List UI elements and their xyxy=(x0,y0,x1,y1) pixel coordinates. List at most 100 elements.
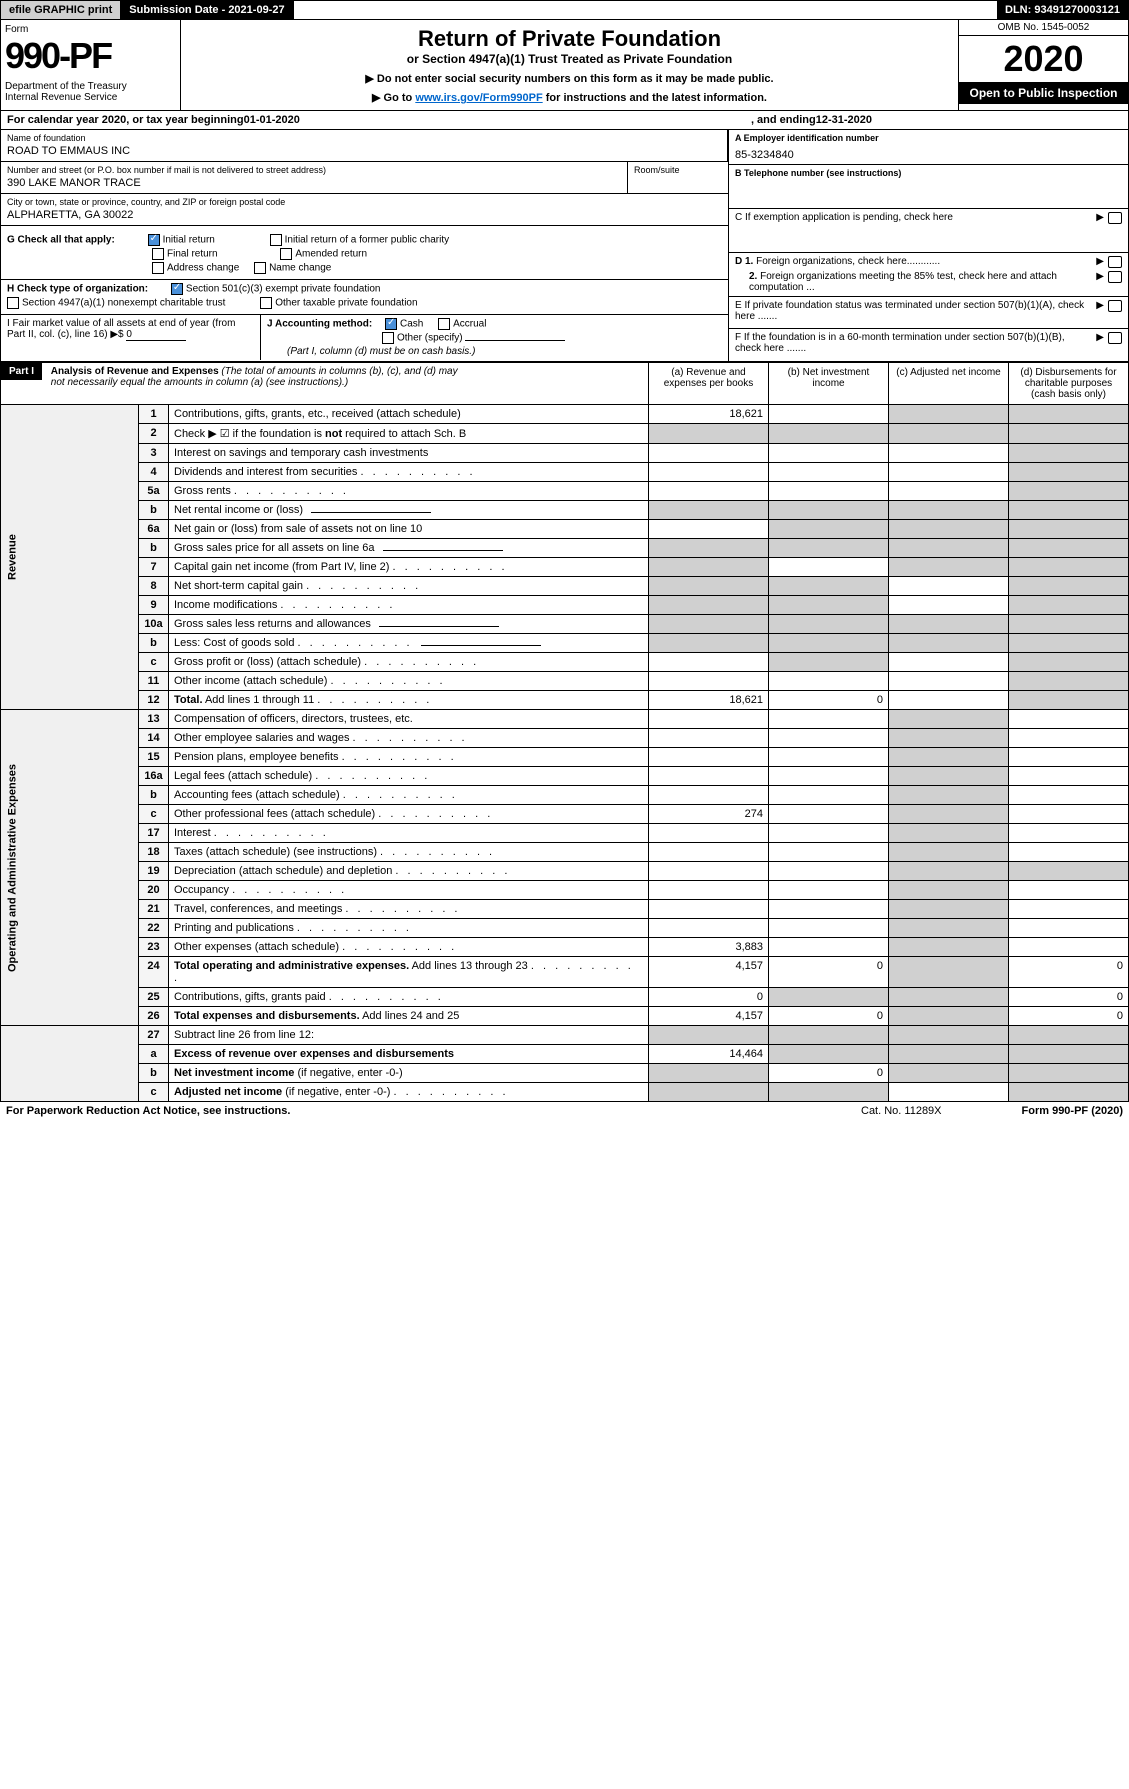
amount-cell xyxy=(1009,1026,1129,1045)
foreign-org-checkbox[interactable] xyxy=(1108,256,1122,268)
other-method-checkbox[interactable] xyxy=(382,332,394,344)
initial-return-checkbox[interactable] xyxy=(148,234,160,246)
amount-cell xyxy=(889,1064,1009,1083)
amount-cell xyxy=(1009,539,1129,558)
ein-label: A Employer identification number xyxy=(735,133,1122,143)
amount-cell xyxy=(889,1007,1009,1026)
amount-cell xyxy=(769,672,889,691)
table-row: 3Interest on savings and temporary cash … xyxy=(1,444,1129,463)
table-row: 7Capital gain net income (from Part IV, … xyxy=(1,558,1129,577)
table-row: 5aGross rents xyxy=(1,482,1129,501)
foreign-85-checkbox[interactable] xyxy=(1108,271,1122,283)
row-number: b xyxy=(139,786,169,805)
name-label: Name of foundation xyxy=(7,133,721,143)
exemption-pending-checkbox[interactable] xyxy=(1108,212,1122,224)
amount-cell xyxy=(1009,672,1129,691)
status-terminated-checkbox[interactable] xyxy=(1108,300,1122,312)
section-c: C If exemption application is pending, c… xyxy=(729,209,1128,253)
row-description: Other income (attach schedule) xyxy=(169,672,649,691)
row-number: 8 xyxy=(139,577,169,596)
table-row: 24Total operating and administrative exp… xyxy=(1,957,1129,988)
amount-cell: 4,157 xyxy=(649,957,769,988)
amount-cell xyxy=(649,710,769,729)
row-description: Pension plans, employee benefits xyxy=(169,748,649,767)
accrual-checkbox[interactable] xyxy=(438,318,450,330)
table-row: bGross sales price for all assets on lin… xyxy=(1,539,1129,558)
amount-cell xyxy=(889,919,1009,938)
row-number: 9 xyxy=(139,596,169,615)
row-description: Net investment income (if negative, ente… xyxy=(169,1064,649,1083)
cash-checkbox[interactable] xyxy=(385,318,397,330)
amount-cell xyxy=(649,520,769,539)
amount-cell xyxy=(889,729,1009,748)
col-b-header: (b) Net investment income xyxy=(769,363,889,405)
amount-cell xyxy=(769,634,889,653)
row-number: c xyxy=(139,1083,169,1102)
amount-cell xyxy=(649,463,769,482)
col-a-header: (a) Revenue and expenses per books xyxy=(649,363,769,405)
amount-cell xyxy=(1009,653,1129,672)
row-number: 14 xyxy=(139,729,169,748)
address-change-checkbox[interactable] xyxy=(152,262,164,274)
amount-cell: 0 xyxy=(1009,1007,1129,1026)
instruction-1: ▶ Do not enter social security numbers o… xyxy=(187,72,952,85)
amount-cell xyxy=(889,520,1009,539)
calendar-year-row: For calendar year 2020, or tax year begi… xyxy=(0,111,1129,130)
60-month-checkbox[interactable] xyxy=(1108,332,1122,344)
amount-cell xyxy=(1009,424,1129,444)
top-bar: efile GRAPHIC print Submission Date - 20… xyxy=(0,0,1129,20)
row-number: 18 xyxy=(139,843,169,862)
open-inspection: Open to Public Inspection xyxy=(959,82,1128,104)
row-number: 3 xyxy=(139,444,169,463)
form-title: Return of Private Foundation xyxy=(187,26,952,52)
catalog-number: Cat. No. 11289X xyxy=(861,1105,942,1117)
initial-former-checkbox[interactable] xyxy=(270,234,282,246)
amount-cell xyxy=(649,1064,769,1083)
efile-label[interactable]: efile GRAPHIC print xyxy=(1,1,121,19)
amount-cell xyxy=(1009,805,1129,824)
amount-cell xyxy=(769,729,889,748)
table-row: 21Travel, conferences, and meetings xyxy=(1,900,1129,919)
amount-cell: 3,883 xyxy=(649,938,769,957)
amount-cell: 0 xyxy=(1009,988,1129,1007)
amount-cell xyxy=(889,1026,1009,1045)
amount-cell xyxy=(1009,577,1129,596)
amount-cell: 0 xyxy=(769,691,889,710)
row-description: Net gain or (loss) from sale of assets n… xyxy=(169,520,649,539)
amount-cell xyxy=(1009,748,1129,767)
form-ref: Form 990-PF (2020) xyxy=(1022,1105,1123,1117)
amount-cell xyxy=(649,748,769,767)
table-row: 27Subtract line 26 from line 12: xyxy=(1,1026,1129,1045)
table-row: cAdjusted net income (if negative, enter… xyxy=(1,1083,1129,1102)
table-row: 9Income modifications xyxy=(1,596,1129,615)
amount-cell xyxy=(769,748,889,767)
row-number: 12 xyxy=(139,691,169,710)
amount-cell xyxy=(649,672,769,691)
4947-checkbox[interactable] xyxy=(7,297,19,309)
row-number: 1 xyxy=(139,405,169,424)
table-row: Revenue1Contributions, gifts, grants, et… xyxy=(1,405,1129,424)
table-row: 23Other expenses (attach schedule) 3,883 xyxy=(1,938,1129,957)
final-return-checkbox[interactable] xyxy=(152,248,164,260)
row-number: 17 xyxy=(139,824,169,843)
row-number: 22 xyxy=(139,919,169,938)
amount-cell xyxy=(1009,919,1129,938)
section-e: E If private foundation status was termi… xyxy=(729,297,1128,329)
other-taxable-checkbox[interactable] xyxy=(260,297,272,309)
amount-cell: 18,621 xyxy=(649,405,769,424)
amount-cell xyxy=(649,634,769,653)
table-row: bLess: Cost of goods sold xyxy=(1,634,1129,653)
501c3-checkbox[interactable] xyxy=(171,283,183,295)
name-change-checkbox[interactable] xyxy=(254,262,266,274)
amended-checkbox[interactable] xyxy=(280,248,292,260)
amount-cell xyxy=(889,444,1009,463)
amount-cell xyxy=(1009,1083,1129,1102)
amount-cell xyxy=(1009,405,1129,424)
amount-cell xyxy=(1009,862,1129,881)
form-header: Form 990-PF Department of the Treasury I… xyxy=(0,20,1129,111)
irs-link[interactable]: www.irs.gov/Form990PF xyxy=(415,92,542,104)
row-description: Total operating and administrative expen… xyxy=(169,957,649,988)
amount-cell xyxy=(1009,824,1129,843)
row-description: Gross sales price for all assets on line… xyxy=(169,539,649,558)
city-label: City or town, state or province, country… xyxy=(7,197,722,207)
